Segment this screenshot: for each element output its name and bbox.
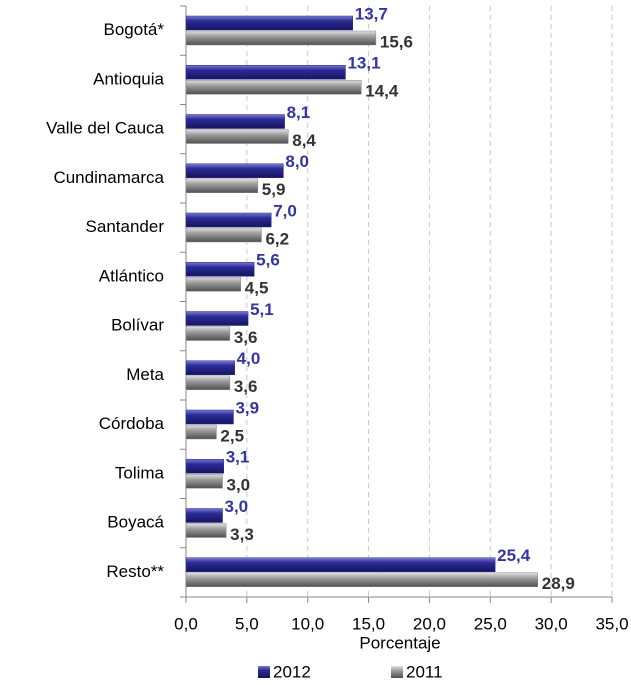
bar xyxy=(185,80,362,95)
bar xyxy=(185,15,353,31)
x-tick-label: 5,0 xyxy=(235,614,259,633)
x-tick-label: 35,0 xyxy=(595,614,628,633)
bar xyxy=(185,311,249,326)
y-tick-label: Antioquia xyxy=(93,69,164,88)
value-label: 8,1 xyxy=(287,103,311,122)
value-label: 13,1 xyxy=(347,54,380,73)
y-tick-label: Cundinamarca xyxy=(53,168,164,187)
value-label: 6,2 xyxy=(265,229,289,248)
bar xyxy=(185,523,227,538)
value-label: 25,4 xyxy=(497,546,531,565)
legend-label: 2012 xyxy=(273,662,311,681)
y-tick-label: Córdoba xyxy=(99,414,165,433)
bar xyxy=(185,163,284,178)
bar xyxy=(185,572,539,587)
y-tick-label: Boyacá xyxy=(107,513,164,532)
y-tick-label: Bolívar xyxy=(111,316,164,335)
bar xyxy=(185,557,496,572)
x-tick-label: 15,0 xyxy=(352,614,385,633)
x-tick-label: 10,0 xyxy=(291,614,324,633)
y-tick-label: Atlántico xyxy=(99,266,164,285)
x-tick-label: 30,0 xyxy=(535,614,568,633)
value-label: 5,9 xyxy=(262,180,286,199)
bar xyxy=(185,375,231,390)
value-label: 28,9 xyxy=(542,574,575,593)
value-label: 14,4 xyxy=(365,82,399,101)
bar xyxy=(185,424,217,440)
bar xyxy=(185,474,223,489)
y-tick-label: Meta xyxy=(126,365,164,384)
bar xyxy=(185,129,289,144)
bar xyxy=(185,262,255,277)
bar xyxy=(185,30,377,46)
value-label: 3,9 xyxy=(235,398,259,417)
legend-swatch xyxy=(391,666,403,678)
bar xyxy=(185,65,346,80)
bar xyxy=(185,508,223,523)
x-tick-label: 0,0 xyxy=(174,614,198,633)
value-label: 3,3 xyxy=(230,525,254,544)
value-label: 3,0 xyxy=(225,497,249,516)
y-tick-label: Bogotá* xyxy=(104,20,165,39)
value-label: 3,0 xyxy=(227,476,251,495)
y-tick-label: Santander xyxy=(86,217,165,236)
bar xyxy=(185,360,235,375)
bar xyxy=(185,277,242,292)
y-tick-label: Resto** xyxy=(106,562,164,581)
value-label: 15,6 xyxy=(380,32,413,51)
x-tick-label: 20,0 xyxy=(413,614,446,633)
bar xyxy=(185,459,224,474)
bar xyxy=(185,326,231,341)
value-label: 3,6 xyxy=(234,328,258,347)
bar xyxy=(185,409,234,425)
legend-label: 2011 xyxy=(406,662,443,681)
value-label: 8,4 xyxy=(292,131,316,150)
y-tick-label: Tolima xyxy=(115,463,165,482)
value-label: 4,5 xyxy=(245,279,269,298)
value-label: 13,7 xyxy=(355,4,388,23)
bar xyxy=(185,178,259,193)
x-axis-label: Porcentaje xyxy=(359,633,440,652)
y-tick-label: Valle del Cauca xyxy=(46,119,164,138)
bar xyxy=(185,114,285,129)
value-label: 3,6 xyxy=(234,377,258,396)
value-label: 7,0 xyxy=(273,201,297,220)
bar xyxy=(185,212,272,228)
x-tick-label: 25,0 xyxy=(474,614,507,633)
value-label: 2,5 xyxy=(220,426,244,445)
value-label: 8,0 xyxy=(285,152,309,171)
bar xyxy=(185,227,262,243)
value-label: 5,6 xyxy=(256,251,280,270)
value-label: 3,1 xyxy=(226,448,250,467)
value-label: 5,1 xyxy=(250,300,274,319)
legend-swatch xyxy=(258,666,270,678)
value-label: 4,0 xyxy=(237,349,261,368)
